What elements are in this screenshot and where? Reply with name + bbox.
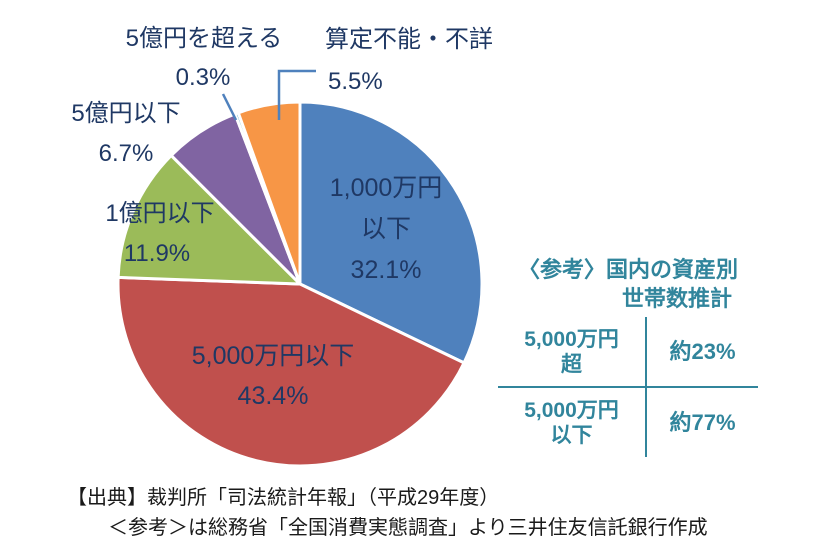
label-under-10m-line2: 以下 [360,215,411,243]
pct-unknown: 5.5% [328,68,383,95]
pct-under-10m: 32.1% [350,256,422,284]
reference-table: 5,000万円 超 約23% 5,000万円 以下 約77% [498,317,758,457]
reference-row1-label: 5,000万円 超 [498,317,647,388]
leader-line-over-500m-slice [221,93,238,121]
pct-under-100m: 11.9% [123,240,191,267]
reference-row1-label-line2: 超 [561,352,582,376]
reference-title-line2: 世帯数推計 [622,286,733,311]
label-over-500m: 5億円を超える [125,25,283,52]
reference-row1-value: 約23% [647,317,758,388]
label-under-50m: 5,000万円以下 43.4% [192,336,355,416]
label-under-100m: 1億円以下 [105,200,215,227]
source-note-line1: 【出典】裁判所「司法統計年報」（平成29年度） [67,487,500,509]
label-under-10m: 1,000万円 以下 32.1% [330,168,443,291]
reference-title-line1: 〈参考〉国内の資産別 [518,257,739,282]
reference-row2-value: 約77% [669,410,736,435]
pie-slice-1 [116,275,466,468]
leader-line-unknown-slice [277,69,316,120]
reference-row2-label: 5,000万円 以下 [498,388,647,457]
label-unknown: 算定不能・不詳 [325,26,493,53]
pie-slice-2 [116,153,302,286]
label-under-50m-line1: 5,000万円以下 [191,342,355,370]
pct-over-500m: 0.3% [175,64,231,91]
pie-slice-0 [298,100,484,365]
label-under-10m-line1: 1,000万円 [329,174,443,202]
source-note-line2: ＜参考＞は総務省「全国消費実態調査」より三井住友信託銀行作成 [108,517,708,539]
pie-slice-5 [236,100,302,286]
reference-row2-label-line1: 5,000万円 [524,398,619,422]
label-under-500m: 5億円以下 [71,100,181,127]
reference-row2-label-line2: 以下 [550,423,593,447]
reference-row1-label-line1: 5,000万円 [524,327,619,351]
pct-under-50m: 43.4% [237,382,309,410]
pct-under-500m: 6.7% [98,140,154,167]
